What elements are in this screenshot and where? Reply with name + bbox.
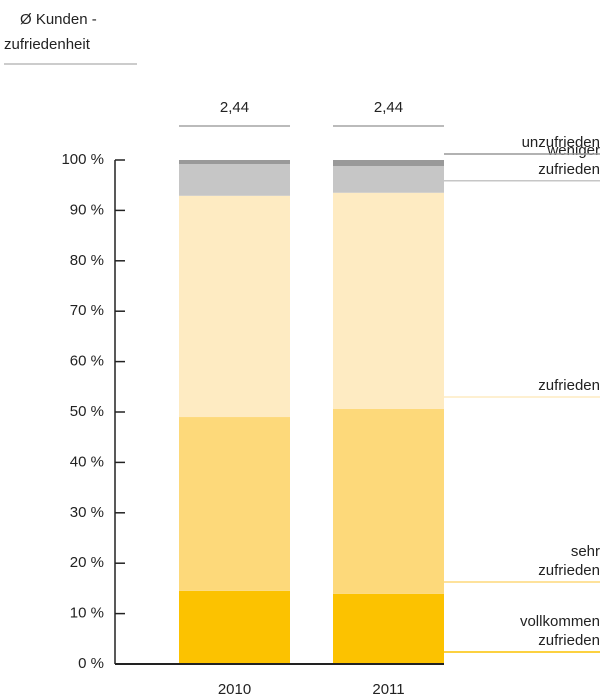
legend-label: unzufrieden: [522, 134, 600, 151]
average-label: 2,44: [220, 99, 249, 116]
legend-label-line: zufrieden: [538, 161, 600, 178]
bar-segment: [333, 192, 444, 409]
bar-segment: [333, 408, 444, 594]
bar-segment: [333, 593, 444, 664]
y-tick-label: 60 %: [70, 353, 104, 370]
y-tick-label: 80 %: [70, 252, 104, 269]
title-line: zufriedenheit: [4, 36, 91, 53]
y-tick-label: 10 %: [70, 605, 104, 622]
legend-label: vollkommen zufrieden: [520, 613, 600, 649]
y-tick-label: 50 %: [70, 403, 104, 420]
y-tick-label: 90 %: [70, 201, 104, 218]
bar-segment: [179, 164, 290, 196]
legend-label: zufrieden: [538, 377, 600, 394]
y-tick-label: 20 %: [70, 554, 104, 571]
legend-label-line: sehr: [571, 543, 600, 560]
x-tick-label: 2011: [372, 681, 404, 698]
bar-segment: [179, 590, 290, 664]
bar-segment: [179, 417, 290, 591]
legend-label-line: zufrieden: [538, 632, 600, 649]
y-tick-label: 0 %: [78, 655, 104, 672]
legend-label-line: zufrieden: [538, 377, 600, 394]
legend-label-line: unzufrieden: [522, 134, 600, 151]
y-tick-label: 100 %: [61, 151, 104, 168]
bar-segment: [333, 160, 444, 167]
bar-segment: [333, 166, 444, 193]
bar-segment: [179, 195, 290, 418]
legend-label-line: vollkommen: [520, 613, 600, 630]
y-tick-label: 70 %: [70, 302, 104, 319]
x-tick-label: 2010: [218, 681, 251, 698]
legend-label-line: zufrieden: [538, 562, 600, 579]
bar-segment: [179, 160, 290, 165]
y-tick-label: 40 %: [70, 453, 104, 470]
title-line: Ø Kunden -: [20, 11, 97, 28]
y-tick-label: 30 %: [70, 504, 104, 521]
average-label: 2,44: [374, 99, 403, 116]
legend-label: sehr zufrieden: [538, 543, 600, 579]
